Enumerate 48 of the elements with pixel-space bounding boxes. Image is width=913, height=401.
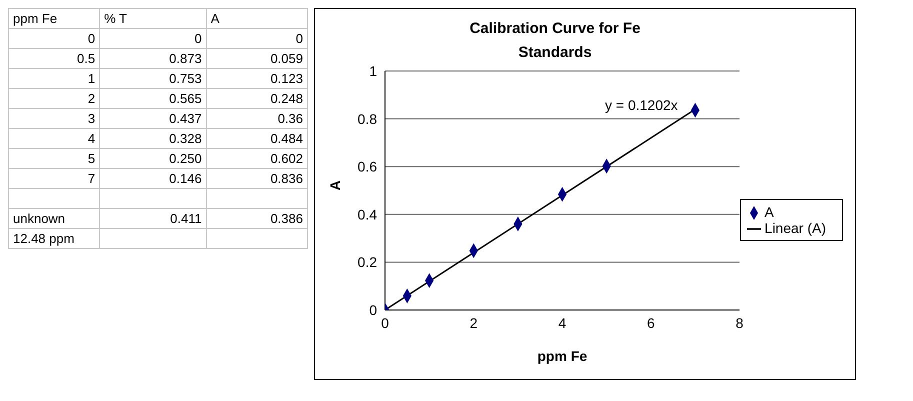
- text: 0.059: [206, 48, 308, 68]
- x-tick-label: 8: [736, 314, 744, 331]
- text: 0: [8, 28, 100, 48]
- text: 3: [8, 108, 100, 128]
- text: 1: [8, 68, 100, 88]
- text: 0.437: [100, 108, 206, 128]
- y-tick-label: 0.8: [358, 110, 378, 127]
- y-tick-label: 0: [369, 302, 378, 318]
- text: 0.565: [100, 88, 206, 108]
- text: ppm Fe: [8, 8, 100, 28]
- text: 5: [8, 148, 100, 168]
- text: 0.753: [100, 68, 206, 88]
- text: 0.123: [206, 68, 308, 88]
- text: 0: [206, 28, 308, 48]
- text: 0.328: [100, 128, 206, 148]
- text: 0.484: [206, 128, 308, 148]
- text: 7: [8, 168, 100, 188]
- text: 4: [8, 128, 100, 148]
- text: 0.836: [206, 168, 308, 188]
- text: % T: [100, 8, 206, 28]
- text: 0.248: [206, 88, 308, 108]
- legend-label: A: [764, 204, 774, 220]
- x-tick-label: 4: [558, 314, 566, 331]
- x-axis-title: ppm Fe: [537, 348, 588, 364]
- text: 0.5: [8, 48, 100, 68]
- text: unknown: [8, 208, 100, 228]
- y-tick-label: 0.4: [358, 206, 378, 222]
- x-tick-label: 6: [647, 314, 655, 331]
- text: 0.146: [100, 168, 206, 188]
- text: 0: [100, 28, 206, 48]
- y-tick-label: 1: [369, 62, 378, 79]
- text: 0.250: [100, 148, 206, 168]
- y-axis-title: A: [326, 180, 343, 190]
- text: 2: [8, 88, 100, 108]
- text: 0.36: [206, 108, 308, 128]
- y-tick-label: 0.6: [358, 158, 378, 175]
- text: 12.48 ppm: [8, 228, 100, 248]
- text: A: [206, 8, 308, 28]
- legend-label: Linear (A): [764, 220, 826, 236]
- y-tick-label: 0.2: [358, 254, 378, 270]
- text: 0.873: [100, 48, 206, 68]
- x-tick-label: 0: [381, 314, 390, 331]
- chart-title: Calibration Curve for Fe Standards: [468, 19, 642, 63]
- annotation: y = 0.1202x: [605, 97, 678, 113]
- text: 0.386: [206, 208, 308, 228]
- x-tick-label: 2: [470, 314, 478, 331]
- text: 0.602: [206, 148, 308, 168]
- text: 0.411: [100, 208, 206, 228]
